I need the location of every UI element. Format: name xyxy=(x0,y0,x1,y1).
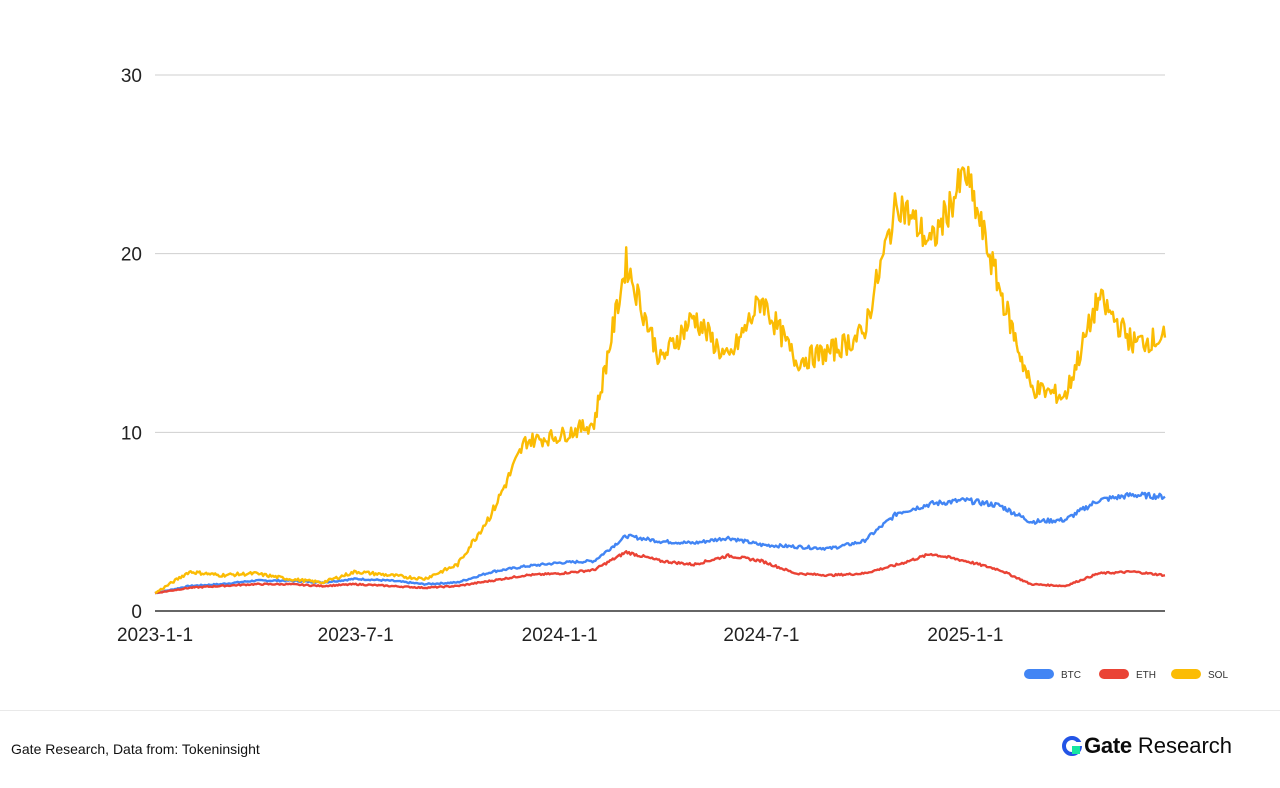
brand-name: Gate xyxy=(1084,733,1132,758)
legend-swatch xyxy=(1024,669,1054,679)
series-line-eth xyxy=(154,550,1166,595)
series-line-sol xyxy=(154,165,1167,594)
line-chart: 0 10 20 30 2023-1-1 2023-7-1 2024-1-1 2024-7-1 2… xyxy=(117,66,1228,681)
legend-label: BTC xyxy=(1061,670,1081,681)
chart-svg: 0 10 20 30 2023-1-1 2023-7-1 2024-1-1 2024-7-1 2… xyxy=(117,66,1228,681)
gridlines xyxy=(155,74,1165,433)
series-line-btc xyxy=(154,491,1166,595)
legend-swatch xyxy=(1099,669,1129,679)
footer: Gate Research, Data from: Tokeninsight G… xyxy=(0,711,1280,788)
y-tick-label: 10 xyxy=(121,423,142,444)
x-tick-label: 2023-7-1 xyxy=(318,625,394,646)
axes: 0 10 20 30 2023-1-1 2023-7-1 2024-1-1 2024-7-1 2… xyxy=(117,66,1165,646)
x-tick-label: 2024-1-1 xyxy=(522,625,598,646)
x-tick-label: 2023-1-1 xyxy=(117,625,193,646)
y-tick-label: 0 xyxy=(131,602,142,623)
x-tick-label: 2025-1-1 xyxy=(927,625,1003,646)
brand-sub: Research xyxy=(1137,733,1232,758)
legend-label: SOL xyxy=(1208,670,1228,681)
series-lines xyxy=(154,165,1167,595)
legend-item-sol: SOL xyxy=(1171,669,1228,681)
brand-logo: Gate Research xyxy=(1062,733,1232,759)
legend-swatch xyxy=(1171,669,1201,679)
gate-logo-icon xyxy=(1062,736,1083,756)
legend-item-eth: ETH xyxy=(1099,669,1156,681)
legend: BTC ETH SOL xyxy=(1024,669,1228,681)
source-note: Gate Research, Data from: Tokeninsight xyxy=(11,741,260,757)
divider xyxy=(0,710,1280,711)
x-tick-label: 2024-7-1 xyxy=(723,625,799,646)
y-tick-label: 20 xyxy=(121,245,142,266)
y-tick-label: 30 xyxy=(121,66,142,87)
legend-item-btc: BTC xyxy=(1024,669,1081,681)
legend-label: ETH xyxy=(1136,670,1156,681)
